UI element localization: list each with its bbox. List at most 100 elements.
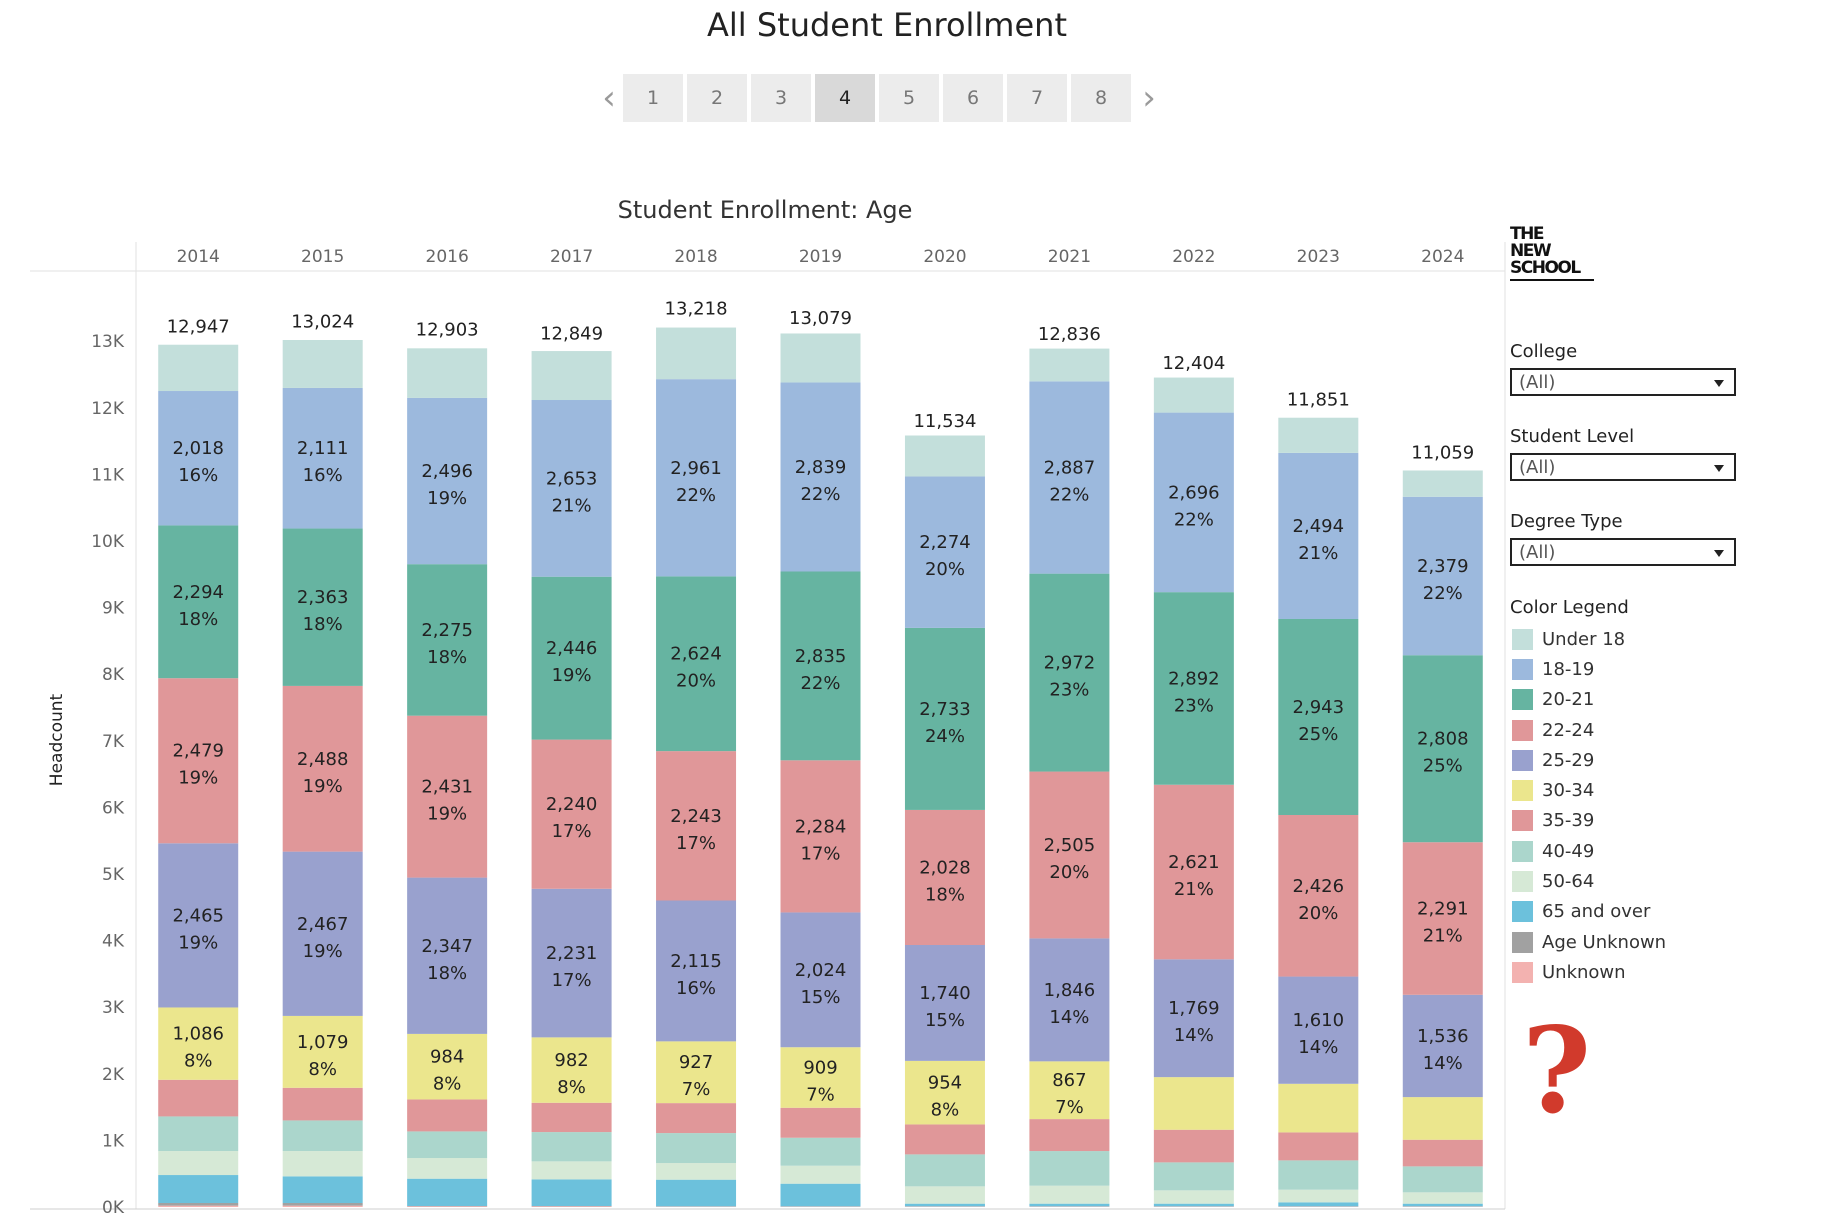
bar-segment <box>282 1015 363 1088</box>
segment-percent-label: 22% <box>1423 583 1463 604</box>
bar-segment <box>158 1205 239 1207</box>
bar-segment <box>531 1179 612 1207</box>
legend-item[interactable]: 22-24 <box>1512 715 1666 745</box>
segment-percent-label: 16% <box>303 465 343 486</box>
bar-segment <box>904 1060 985 1125</box>
chevron-left-icon[interactable]: ‹ <box>602 78 616 118</box>
y-tick-label: 11K <box>91 465 125 485</box>
segment-percent-label: 7% <box>682 1079 711 1100</box>
legend-swatch <box>1512 719 1533 741</box>
page-button-3[interactable]: 3 <box>751 74 811 122</box>
legend-item[interactable]: 30-34 <box>1512 775 1666 805</box>
segment-value-label: 2,653 <box>546 468 598 489</box>
segment-value-label: 2,479 <box>172 741 224 762</box>
segment-value-label: 2,887 <box>1044 457 1096 478</box>
bar-segment <box>780 760 861 913</box>
college-select[interactable]: (All) <box>1510 368 1736 396</box>
legend-swatch <box>1512 628 1533 650</box>
bar-segment <box>158 1007 239 1080</box>
y-tick-label: 3K <box>102 998 125 1018</box>
year-header: 2021 <box>1048 247 1091 267</box>
legend-item[interactable]: 35-39 <box>1512 806 1666 836</box>
page-button-2[interactable]: 2 <box>687 74 747 122</box>
segment-value-label: 2,024 <box>795 960 847 981</box>
bar-segment <box>158 1203 239 1206</box>
page-button-4[interactable]: 4 <box>815 74 875 122</box>
bar-segment <box>531 1161 612 1180</box>
logo-line: THE <box>1510 224 1544 244</box>
segment-value-label: 927 <box>679 1052 713 1073</box>
segment-percent-label: 8% <box>308 1059 337 1080</box>
segment-value-label: 2,835 <box>795 646 847 667</box>
degree-type-filter-label: Degree Type <box>1510 511 1623 532</box>
segment-value-label: 984 <box>430 1047 464 1068</box>
segment-percent-label: 14% <box>1174 1025 1214 1046</box>
segment-value-label: 2,808 <box>1417 729 1469 750</box>
segment-percent-label: 23% <box>1174 695 1214 716</box>
segment-percent-label: 21% <box>1298 543 1338 564</box>
segment-value-label: 2,733 <box>919 699 971 720</box>
chevron-right-icon[interactable]: › <box>1142 78 1156 118</box>
segment-percent-label: 15% <box>800 987 840 1008</box>
legend-item[interactable]: 40-49 <box>1512 836 1666 866</box>
legend-item[interactable]: 65 and over <box>1512 897 1666 927</box>
student-level-select-value: (All) <box>1519 457 1556 478</box>
bar-segment <box>1278 618 1359 815</box>
segment-value-label: 2,240 <box>546 794 598 815</box>
bar-segment <box>656 379 737 577</box>
dropdown-caret-icon <box>1714 465 1724 472</box>
bar-segment <box>1153 959 1234 1078</box>
page-button-7[interactable]: 7 <box>1007 74 1067 122</box>
bar-segment <box>282 1205 363 1207</box>
segment-value-label: 1,079 <box>297 1032 349 1053</box>
legend-item[interactable]: Age Unknown <box>1512 927 1666 957</box>
bar-total-label: 12,836 <box>1038 324 1101 345</box>
bar-segment <box>158 1079 239 1117</box>
segment-percent-label: 18% <box>925 884 965 905</box>
segment-percent-label: 17% <box>676 833 716 854</box>
segment-value-label: 2,291 <box>1417 899 1469 920</box>
segment-percent-label: 20% <box>676 671 716 692</box>
bar-segment <box>1402 994 1483 1098</box>
segment-value-label: 2,696 <box>1168 482 1220 503</box>
legend-item[interactable]: 20-21 <box>1512 685 1666 715</box>
segment-percent-label: 22% <box>1174 509 1214 530</box>
student-level-select[interactable]: (All) <box>1510 453 1736 481</box>
degree-type-select-value: (All) <box>1519 542 1556 563</box>
bar-segment <box>904 435 985 477</box>
bar-segment <box>656 1133 737 1164</box>
segment-percent-label: 8% <box>557 1077 586 1098</box>
page-button-6[interactable]: 6 <box>943 74 1003 122</box>
page-button-8[interactable]: 8 <box>1071 74 1131 122</box>
legend-label: 40-49 <box>1542 840 1595 862</box>
legend-swatch <box>1512 749 1533 771</box>
bar-segment <box>1029 573 1110 772</box>
bar-segment <box>656 1103 737 1134</box>
bar-segment <box>1029 348 1110 382</box>
legend-item[interactable]: Unknown <box>1512 957 1666 987</box>
page-button-1[interactable]: 1 <box>623 74 683 122</box>
segment-value-label: 2,943 <box>1293 697 1345 718</box>
degree-type-select[interactable]: (All) <box>1510 538 1736 566</box>
legend-item[interactable]: 18-19 <box>1512 654 1666 684</box>
legend-item[interactable]: Under 18 <box>1512 624 1666 654</box>
segment-percent-label: 19% <box>303 941 343 962</box>
bar-segment <box>780 1165 861 1184</box>
student-level-filter-label: Student Level <box>1510 426 1635 447</box>
legend-item[interactable]: 50-64 <box>1512 866 1666 896</box>
segment-value-label: 2,624 <box>670 644 722 665</box>
bar-segment <box>904 809 985 945</box>
bar-segment <box>656 576 737 752</box>
y-tick-label: 13K <box>91 332 125 352</box>
bar-segment <box>1153 1162 1234 1191</box>
legend-item[interactable]: 25-29 <box>1512 745 1666 775</box>
bar-segment <box>531 351 612 401</box>
segment-percent-label: 19% <box>552 665 592 686</box>
bar-total-label: 13,218 <box>665 299 728 320</box>
segment-value-label: 2,231 <box>546 943 598 964</box>
bar-segment <box>656 327 737 380</box>
bar-segment <box>1029 938 1110 1062</box>
y-tick-label: 4K <box>102 932 125 952</box>
question-mark-icon[interactable]: ? <box>1522 1001 1592 1140</box>
page-button-5[interactable]: 5 <box>879 74 939 122</box>
